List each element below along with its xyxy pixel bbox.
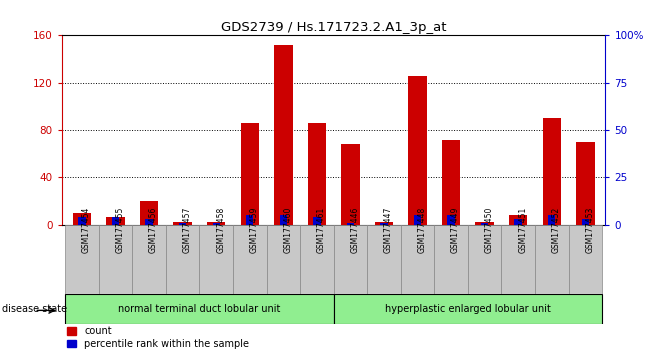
Text: disease state: disease state (2, 304, 67, 314)
Bar (333, 225, 367, 294)
Bar (166, 225, 199, 294)
Bar (308, 123, 326, 225)
Bar (106, 217, 125, 225)
Bar (280, 215, 287, 225)
Bar (179, 223, 186, 225)
Legend: count, percentile rank within the sample: count, percentile rank within the sample (66, 326, 249, 349)
Bar (568, 225, 602, 294)
Text: GSM177447: GSM177447 (384, 207, 393, 253)
Text: hyperplastic enlarged lobular unit: hyperplastic enlarged lobular unit (385, 304, 551, 314)
Bar (408, 76, 427, 225)
Bar (341, 144, 359, 225)
Bar (199, 225, 233, 294)
Bar (333, 294, 602, 324)
Bar (274, 45, 292, 225)
Text: GSM177448: GSM177448 (417, 207, 426, 253)
Bar (347, 223, 354, 225)
Bar (240, 123, 259, 225)
Bar (535, 225, 568, 294)
Bar (509, 215, 527, 225)
Bar (401, 225, 434, 294)
Bar (233, 225, 266, 294)
Bar (212, 223, 220, 225)
Bar (246, 215, 253, 225)
Bar (78, 217, 86, 225)
Bar (475, 222, 494, 225)
Bar (313, 217, 320, 225)
Text: normal terminal duct lobular unit: normal terminal duct lobular unit (118, 304, 281, 314)
Bar (414, 215, 421, 225)
Text: GSM177451: GSM177451 (518, 207, 527, 253)
Bar (501, 225, 535, 294)
Bar (145, 219, 153, 225)
Bar (548, 215, 555, 225)
Bar (300, 225, 333, 294)
Bar (207, 222, 225, 225)
Text: GSM177455: GSM177455 (115, 207, 124, 253)
Text: GSM177450: GSM177450 (484, 207, 493, 253)
Bar (442, 139, 460, 225)
Bar (514, 219, 522, 225)
Text: GSM177456: GSM177456 (149, 207, 158, 253)
Text: GSM177452: GSM177452 (552, 207, 561, 253)
Bar (576, 142, 594, 225)
Text: GSM177460: GSM177460 (283, 207, 292, 253)
Bar (173, 222, 192, 225)
Bar (434, 225, 468, 294)
Bar (481, 223, 488, 225)
Text: GSM177446: GSM177446 (350, 207, 359, 253)
Bar (65, 294, 333, 324)
Bar (112, 217, 119, 225)
Bar (380, 223, 387, 225)
Bar (132, 225, 166, 294)
Bar (266, 225, 300, 294)
Text: GSM177453: GSM177453 (585, 207, 594, 253)
Bar (581, 219, 589, 225)
Bar (447, 215, 455, 225)
Text: GSM177454: GSM177454 (82, 207, 91, 253)
Bar (65, 225, 99, 294)
Bar (140, 201, 158, 225)
Bar (542, 118, 561, 225)
Bar (468, 225, 501, 294)
Bar (73, 213, 91, 225)
Text: GSM177458: GSM177458 (216, 207, 225, 253)
Bar (367, 225, 401, 294)
Text: GSM177459: GSM177459 (250, 207, 258, 253)
Text: GSM177449: GSM177449 (451, 207, 460, 253)
Bar (99, 225, 132, 294)
Title: GDS2739 / Hs.171723.2.A1_3p_at: GDS2739 / Hs.171723.2.A1_3p_at (221, 21, 447, 34)
Text: GSM177457: GSM177457 (183, 207, 191, 253)
Text: GSM177461: GSM177461 (317, 207, 326, 253)
Bar (375, 222, 393, 225)
